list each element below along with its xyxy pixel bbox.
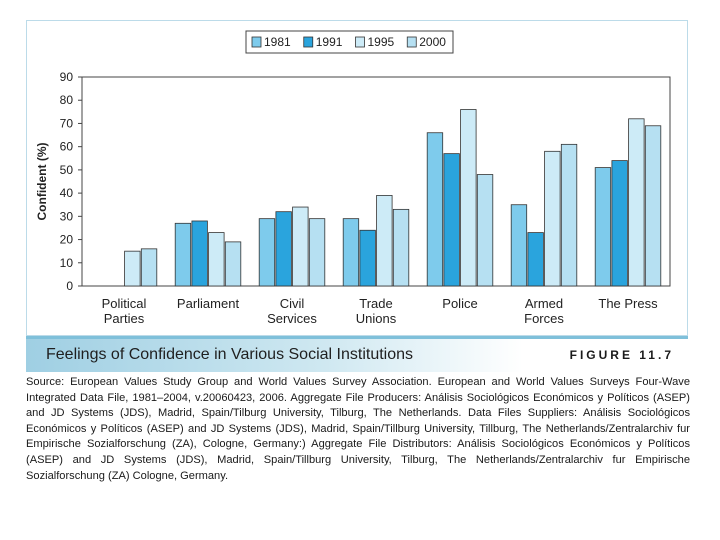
- x-category-label: Services: [267, 311, 317, 326]
- x-category-label: Parliament: [177, 296, 240, 311]
- bar-1991: [611, 160, 628, 287]
- bar-1991: [527, 232, 544, 287]
- bar-1981: [258, 218, 276, 287]
- bar-1995: [628, 118, 645, 287]
- legend-label-1981: 1981: [264, 35, 291, 49]
- y-tick-label: 10: [60, 256, 74, 270]
- bar-1995: [544, 150, 561, 287]
- legend-swatch-1991: [303, 36, 314, 48]
- bar-2000: [560, 143, 578, 287]
- legend-label-1991: 1991: [316, 35, 343, 49]
- bar-1981: [510, 204, 528, 287]
- x-category-label: Unions: [356, 311, 397, 326]
- plot-border: [81, 76, 671, 287]
- bar-1981: [426, 132, 444, 287]
- legend-box: [245, 30, 454, 54]
- bar-1991: [359, 229, 376, 287]
- figure-label: FIGURE 11.7: [569, 348, 674, 362]
- chart-frame: 0 10 20 30 40 50 60 70 80 90 Confident (%) Politica…: [26, 20, 688, 336]
- x-category-label: Civil: [280, 296, 305, 311]
- x-category-label: Political: [102, 296, 147, 311]
- bar-2000: [140, 248, 158, 287]
- bar-1995: [124, 250, 141, 287]
- x-category-label: Armed: [525, 296, 563, 311]
- source-note: Source: European Values Study Group and …: [26, 376, 690, 482]
- bar-2000: [308, 218, 326, 287]
- figure-title: Feelings of Confidence in Various Social…: [46, 346, 414, 363]
- bar-1981: [594, 167, 612, 287]
- x-category-label: Police: [442, 296, 477, 311]
- bar-2000: [224, 241, 242, 287]
- bar-1995: [208, 232, 225, 287]
- x-category-label: The Press: [598, 296, 658, 311]
- bar-1995: [460, 109, 477, 287]
- y-tick-label: 70: [60, 116, 74, 130]
- bar-1991: [443, 153, 460, 287]
- bar-1991: [191, 220, 208, 287]
- bar-1995: [292, 206, 309, 287]
- x-category-label: Forces: [524, 311, 564, 326]
- bar-2000: [644, 125, 662, 287]
- y-tick-label: 0: [66, 279, 73, 293]
- y-tick-label: 60: [60, 140, 74, 154]
- x-category-label: Parties: [104, 311, 145, 326]
- y-tick-label: 20: [60, 233, 74, 247]
- bar-1981: [342, 218, 360, 287]
- legend-label-2000: 2000: [419, 35, 446, 49]
- legend-swatch-2000: [406, 36, 417, 48]
- bar-1981: [174, 222, 192, 287]
- x-category-label: Trade: [359, 296, 392, 311]
- y-tick-label: 30: [60, 209, 74, 223]
- y-tick-label: 90: [60, 70, 74, 84]
- caption-banner: Feelings of Confidence in Various Social…: [26, 336, 688, 372]
- y-tick-label: 40: [60, 186, 74, 200]
- bar-2000: [392, 208, 410, 287]
- y-tick-label: 50: [60, 163, 74, 177]
- legend-swatch-1981: [251, 36, 262, 48]
- bar-chart: 0 10 20 30 40 50 60 70 80 90 Confident (%) Politica…: [35, 30, 671, 326]
- legend-swatch-1995: [355, 36, 365, 48]
- bar-2000: [476, 174, 494, 287]
- y-axis-label: Confident (%): [35, 143, 49, 221]
- bar-1991: [275, 211, 292, 287]
- legend-label-1995: 1995: [368, 35, 395, 49]
- y-tick-label: 80: [60, 93, 74, 107]
- bar-1995: [376, 195, 393, 287]
